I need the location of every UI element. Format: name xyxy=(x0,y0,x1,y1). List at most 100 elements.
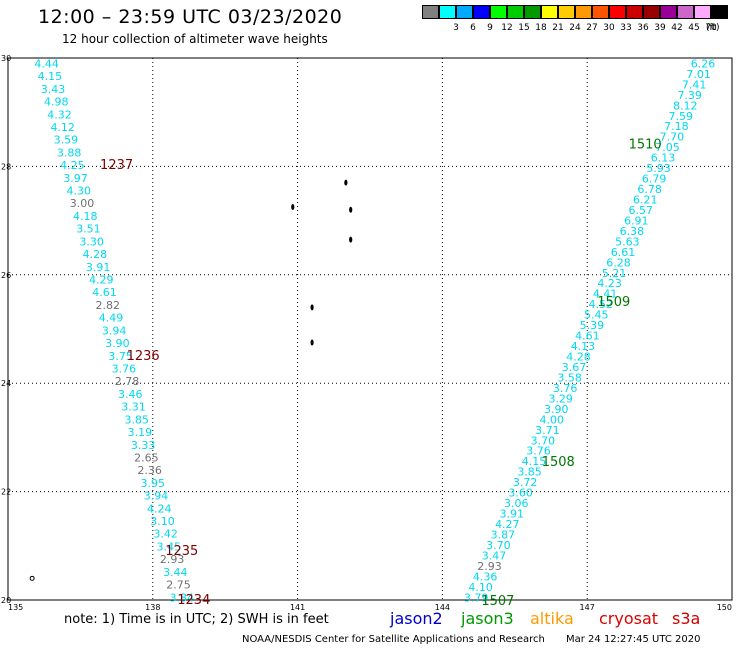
swh-value: 2.36 xyxy=(137,464,162,477)
swh-value: 3.84 xyxy=(170,591,195,604)
swh-value: 5.63 xyxy=(615,235,640,248)
swh-value: 3.95 xyxy=(141,477,166,490)
pass-number-label: 1237 xyxy=(100,158,133,173)
swh-value: 4.49 xyxy=(99,312,124,325)
legend-label: 6 xyxy=(470,23,476,33)
swh-value: 4.13 xyxy=(571,340,596,353)
legend-swatch xyxy=(558,5,575,19)
swh-value: 3.94 xyxy=(144,490,169,503)
swh-value: 6.79 xyxy=(642,173,667,186)
swh-value: 7.01 xyxy=(686,68,711,81)
swh-value: 6.26 xyxy=(691,57,716,70)
axis-labels: 20 22 24 26 28 30 135 138 141 144 147 150 xyxy=(1,54,732,612)
island-marker xyxy=(349,236,353,243)
lon-tick-label: 144 xyxy=(435,603,450,612)
swh-value: 3.10 xyxy=(150,515,175,528)
swh-value: 2.82 xyxy=(96,299,121,312)
lon-tick-label: 150 xyxy=(717,603,732,612)
swh-value: 3.87 xyxy=(491,528,516,541)
legend-swatch xyxy=(490,5,507,19)
swh-value: 3.30 xyxy=(79,235,104,248)
footer-credit: NOAA/NESDIS Center for Satellite Applica… xyxy=(242,634,545,645)
swh-value: 3.75 xyxy=(108,350,133,363)
swh-value: 3.33 xyxy=(131,439,156,452)
legend-label: 18 xyxy=(535,23,547,33)
swh-value: 7.18 xyxy=(664,120,689,133)
pass-number-label: 1507 xyxy=(481,594,514,609)
swh-value: 4.52 xyxy=(588,298,613,311)
legend-swatch xyxy=(592,5,609,19)
swh-value: 6.38 xyxy=(620,225,645,238)
lat-tick-label: 30 xyxy=(1,54,11,63)
swh-value: 5.21 xyxy=(602,267,627,280)
swh-value: 4.28 xyxy=(83,248,108,261)
swh-value: 3.72 xyxy=(513,476,538,489)
pass-number-label: 1235 xyxy=(165,544,198,559)
lat-tick-label: 22 xyxy=(1,488,11,497)
legend-label: 39 xyxy=(654,23,666,33)
swh-value: 5.39 xyxy=(580,319,605,332)
pass-number-label: 1236 xyxy=(127,349,160,364)
swh-value: 2.78 xyxy=(115,375,140,388)
legend-swatch xyxy=(439,5,456,19)
legend-swatch xyxy=(626,5,643,19)
lon-tick-label: 147 xyxy=(580,603,595,612)
swh-value: 3.79 xyxy=(464,591,489,604)
swh-value: 4.98 xyxy=(44,96,69,109)
swh-value: 4.15 xyxy=(522,455,547,468)
islands xyxy=(29,179,353,581)
lat-tick-label: 28 xyxy=(1,162,11,171)
sat-altika: altika xyxy=(530,609,574,628)
island-marker xyxy=(291,204,295,211)
pass-number-label: 1509 xyxy=(597,295,630,310)
swh-value: 7.39 xyxy=(677,89,702,102)
generated-timestamp: Mar 24 12:27:45 UTC 2020 xyxy=(566,634,701,645)
swh-value: 6.61 xyxy=(611,246,636,259)
pass-number-label: 1508 xyxy=(542,455,575,470)
swh-value: 2.75 xyxy=(166,579,191,592)
legend-label: 9 xyxy=(487,23,493,33)
swh-value: 3.67 xyxy=(562,361,587,374)
legend-swatch xyxy=(643,5,660,19)
island-marker xyxy=(310,339,314,346)
swh-value: 3.91 xyxy=(86,261,111,274)
legend-label: 45 xyxy=(688,23,700,33)
legend-swatch xyxy=(711,5,728,19)
legend-swatch xyxy=(422,5,439,19)
lon-tick-label: 138 xyxy=(145,603,160,612)
swh-value: 4.30 xyxy=(67,185,92,198)
swh-value: 3.85 xyxy=(517,466,542,479)
swh-value: 4.23 xyxy=(597,277,622,290)
swh-value: 3.90 xyxy=(544,403,569,416)
swh-value: 3.70 xyxy=(531,434,556,447)
swh-value: 6.91 xyxy=(624,214,649,227)
swh-value: 4.41 xyxy=(593,288,618,301)
legend-label: 70 xyxy=(705,23,717,33)
island-marker xyxy=(349,206,353,213)
swh-value: 3.29 xyxy=(548,392,573,405)
swh-value: 3.51 xyxy=(76,223,101,236)
swh-value: 4.24 xyxy=(147,502,172,515)
legend-label: 3 xyxy=(453,23,459,33)
legend-swatch xyxy=(541,5,558,19)
swh-value: 2.93 xyxy=(160,553,185,566)
legend-label: 36 xyxy=(637,23,649,33)
legend-swatch xyxy=(609,5,626,19)
swh-value: 3.45 xyxy=(157,540,182,553)
swh-value: 7.59 xyxy=(669,110,694,123)
legend-swatch xyxy=(575,5,592,19)
legend-swatch xyxy=(524,5,541,19)
swh-value: 3.85 xyxy=(124,413,149,426)
legend-label: 33 xyxy=(620,23,632,33)
swh-value: 3.19 xyxy=(128,426,153,439)
swh-value: 5.93 xyxy=(646,162,671,175)
pass-number-label: 1234 xyxy=(177,593,210,608)
map-grid xyxy=(7,57,733,601)
swh-value: 6.13 xyxy=(651,152,676,165)
legend-label: 27 xyxy=(586,23,598,33)
pass-number-label: 1510 xyxy=(629,138,662,153)
swh-value: 3.31 xyxy=(121,401,146,414)
sat-s3a: s3a xyxy=(672,609,701,628)
swh-value: 3.88 xyxy=(57,146,82,159)
